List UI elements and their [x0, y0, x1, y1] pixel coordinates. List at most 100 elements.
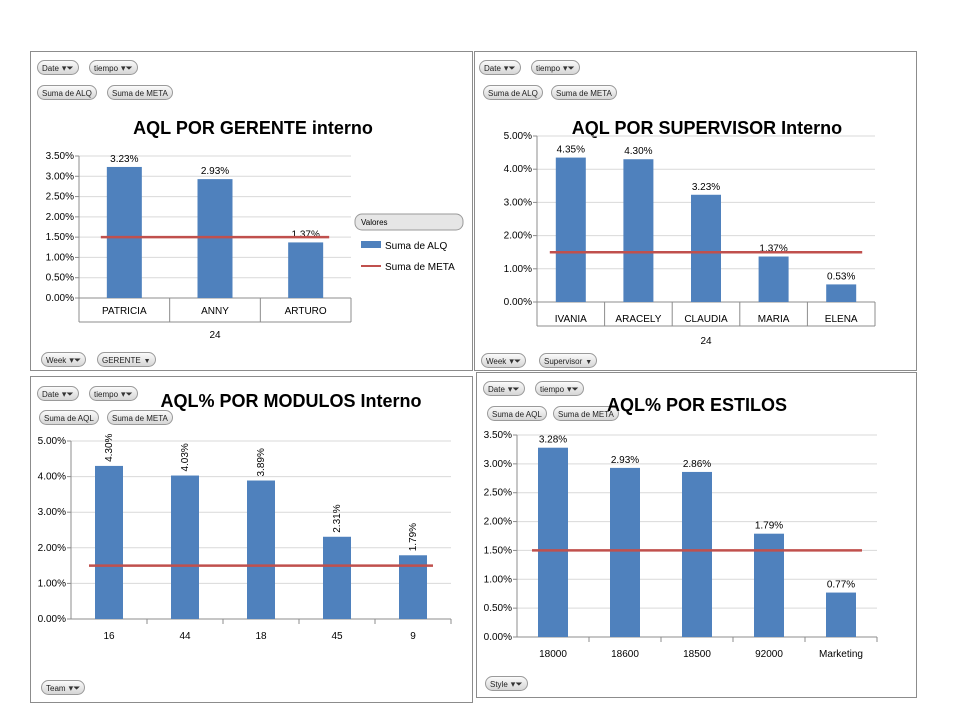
y-tick-label: 2.00% [46, 212, 74, 223]
x-tick-label: IVANIA [555, 314, 587, 325]
value-field-button[interactable]: Suma de META [107, 410, 173, 425]
date-filter-button[interactable]: Date ▾⏷ [483, 381, 525, 396]
y-tick-label: 3.50% [484, 430, 512, 441]
chart-supervisor: AQL POR SUPERVISOR Interno 0.00% 1.00% 2.00… [504, 118, 876, 347]
legend-label: Suma de META [385, 262, 455, 273]
y-tick-label: 1.00% [504, 264, 532, 275]
team-filter-button[interactable]: Team ▾⏷ [41, 680, 86, 695]
x-tick-label: ARACELY [615, 314, 661, 325]
bar [826, 592, 856, 637]
funnel-icon: ▾⏷ [503, 63, 516, 73]
tiempo-filter-button[interactable]: tiempo ▾⏷ [89, 386, 138, 401]
y-tick-label: 4.00% [38, 472, 66, 483]
y-tick-label: 3.00% [46, 171, 74, 182]
bar [106, 166, 142, 298]
bar [288, 242, 324, 298]
chart-panel-modulos: Date ▾⏷ tiempo ▾⏷ Suma de AQL Suma de META… [30, 376, 473, 703]
tiempo-filter-button[interactable]: tiempo ▾⏷ [535, 381, 584, 396]
bar [758, 256, 789, 302]
tiempo-filter-button[interactable]: tiempo ▾⏷ [89, 60, 138, 75]
y-tick-label: 5.00% [504, 131, 532, 142]
bar [555, 157, 586, 302]
funnel-icon: ▾⏷ [563, 63, 575, 73]
x-group-label: 24 [209, 330, 221, 341]
week-filter-button[interactable]: Week ▾⏷ [481, 353, 527, 368]
bar [323, 536, 351, 619]
value-field-button[interactable]: Suma de AQL [487, 406, 547, 421]
x-group-label: 24 [700, 336, 712, 347]
x-tick-label: Marketing [819, 649, 863, 660]
value-field-button[interactable]: Suma de META [551, 85, 617, 100]
funnel-icon: ▾⏷ [510, 679, 523, 689]
y-tick-label: 2.50% [46, 192, 74, 203]
tiempo-filter-button[interactable]: tiempo ▾⏷ [531, 60, 580, 75]
x-tick-label: PATRICIA [102, 306, 147, 317]
legend-swatch-bar [361, 241, 381, 248]
data-label: 1.79% [408, 523, 419, 551]
data-label: 1.37% [759, 244, 787, 255]
chart-title: AQL% POR MODULOS Interno [161, 391, 422, 411]
y-tick-label: 0.00% [484, 632, 512, 643]
x-tick-label: 18000 [539, 649, 567, 660]
y-tick-label: 0.00% [46, 293, 74, 304]
data-label: 3.23% [692, 182, 720, 193]
y-tick-label: 1.50% [484, 545, 512, 556]
bar [197, 179, 233, 298]
funnel-icon: ▾⏷ [567, 384, 579, 394]
data-label: 4.35% [557, 145, 585, 156]
gerente-field-button[interactable]: GERENTE ▼ [97, 352, 156, 367]
chart-gerente: AQL POR GERENTE interno 0.00% 0.50% 1.00% 1.… [46, 118, 464, 341]
bar [247, 480, 275, 619]
data-label: 2.86% [683, 459, 711, 470]
x-tick-label: 9 [410, 631, 416, 642]
value-field-button[interactable]: Suma de ALQ [483, 85, 543, 100]
y-tick-label: 3.00% [38, 507, 66, 518]
y-tick-label: 3.00% [484, 459, 512, 470]
bar [171, 475, 199, 619]
y-tick-label: 1.00% [46, 252, 74, 263]
x-tick-label: 92000 [755, 649, 783, 660]
date-filter-button[interactable]: Date ▾⏷ [479, 60, 521, 75]
data-label: 1.37% [291, 229, 319, 240]
x-tick-label: ARTURO [285, 306, 327, 317]
funnel-icon: ▾⏷ [121, 389, 133, 399]
chart-panel-supervisor: Date ▾⏷ tiempo ▾⏷ Suma de ALQ Suma de META… [474, 51, 917, 371]
y-tick-label: 0.00% [504, 297, 532, 308]
y-tick-label: 2.00% [504, 231, 532, 242]
data-label: 4.03% [180, 443, 191, 471]
data-label: 2.31% [332, 504, 343, 532]
funnel-icon: ▾⏷ [121, 63, 133, 73]
week-filter-button[interactable]: Week ▾⏷ [41, 352, 87, 367]
bar [95, 465, 123, 619]
x-tick-label: ELENA [825, 314, 858, 325]
x-tick-label: 44 [179, 631, 191, 642]
style-filter-button[interactable]: Style ▾⏷ [485, 676, 528, 691]
value-field-button[interactable]: Suma de META [553, 406, 619, 421]
chart-title: AQL% POR ESTILOS [607, 395, 787, 415]
bar [826, 284, 857, 302]
value-field-button[interactable]: Suma de ALQ [37, 85, 97, 100]
value-field-button[interactable]: Suma de AQL [39, 410, 99, 425]
funnel-icon: ▾⏷ [509, 356, 522, 366]
supervisor-field-button[interactable]: Supervisor ▼ [539, 353, 598, 368]
y-tick-label: 2.50% [484, 488, 512, 499]
dropdown-arrow-icon: ▼ [143, 358, 151, 365]
data-label: 3.28% [539, 435, 567, 446]
date-filter-button[interactable]: Date ▾⏷ [37, 386, 79, 401]
bar [691, 194, 721, 302]
data-label: 2.93% [201, 166, 229, 177]
data-label: 4.30% [104, 433, 115, 461]
y-tick-label: 1.50% [46, 232, 74, 243]
y-tick-label: 3.50% [46, 151, 74, 162]
bar [682, 471, 712, 637]
y-tick-label: 3.00% [504, 197, 532, 208]
x-tick-label: 16 [103, 631, 115, 642]
y-tick-label: 0.50% [484, 603, 512, 614]
date-filter-button[interactable]: Date ▾⏷ [37, 60, 79, 75]
chart-title: AQL POR SUPERVISOR Interno [572, 118, 842, 138]
y-tick-label: 2.00% [484, 517, 512, 528]
value-field-button[interactable]: Suma de META [107, 85, 173, 100]
dropdown-arrow-icon: ▼ [585, 359, 593, 366]
data-label: 1.79% [755, 521, 783, 532]
legend-title-box [354, 213, 464, 231]
